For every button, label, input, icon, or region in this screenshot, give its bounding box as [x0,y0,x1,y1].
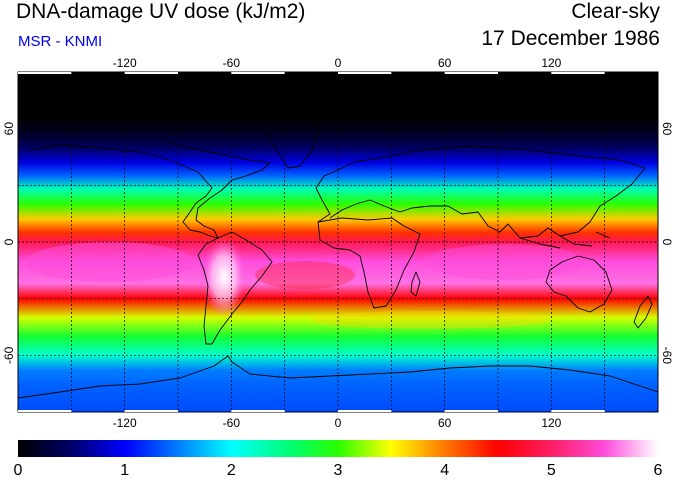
frame-tick-top [124,72,178,74]
frame-tick-bottom [444,410,498,412]
colorbar-tick-label: 5 [547,462,556,479]
colorbar-tick-label: 0 [14,462,23,479]
south-yellow-band-variation [310,311,550,329]
sky-condition-label: Clear-sky [571,0,660,23]
lat-tick-label-right: -60 [660,347,674,365]
colorbar-tick-label: 6 [654,462,663,479]
frame-tick-bottom [18,410,72,412]
lat-tick-label-left: 60 [2,122,16,136]
colorbar-tick-label: 4 [440,462,449,479]
date-label: 17 December 1986 [481,27,660,50]
colorbar: 0 1 2 3 4 5 6 [14,440,663,479]
lon-tick-label-bottom: 120 [541,416,561,430]
frame-ticks [18,72,605,412]
colorbar-gradient [18,440,658,457]
map-title: DNA-damage UV dose (kJ/m2) [16,0,306,23]
lat-lon-gridlines [18,72,658,412]
data-source-label: MSR - KNMI [18,33,103,50]
lat-tick-label-left: 0 [2,238,16,245]
new-zealand-coast [633,295,653,329]
lon-tick-label-bottom: 60 [438,416,452,430]
frame-tick-top [551,72,605,74]
lon-tick-label-top: -60 [223,56,241,70]
south-america-coast [197,231,273,345]
frame-tick-bottom [551,410,605,412]
lon-tick-label-bottom: 0 [335,416,342,430]
frame-tick-top [231,72,285,74]
frame-tick-bottom [124,410,178,412]
frame-tick-top [444,72,498,74]
lon-tick-label-top: -120 [113,56,137,70]
madagascar-coast [410,271,421,297]
frame-tick-bottom [338,410,392,412]
colorbar-tick-label: 3 [334,462,343,479]
colorbar-tick-label: 1 [120,462,129,479]
lat-tick-label-right: 0 [660,239,674,246]
lon-tick-label-bottom: -60 [223,416,241,430]
lat-tick-label-left: -60 [2,346,16,364]
andes-high-dose-spot [202,237,246,317]
indonesia-coast [519,231,611,249]
colorbar-tick-labels: 0 1 2 3 4 5 6 [14,462,663,479]
greenland-coast [267,114,319,169]
lon-tick-label-bottom: -120 [113,416,137,430]
frame-tick-bottom [231,410,285,412]
lat-tick-label-right: 60 [660,122,674,136]
colorbar-tick-label: 2 [227,462,236,479]
lon-tick-label-top: 120 [541,56,561,70]
south-pacific-pink-region [25,242,195,282]
lon-tick-label-top: 0 [335,56,342,70]
antarctica-coast [18,355,658,399]
indian-ocean-pink-region [425,244,585,280]
axis-tick-labels: -120 -120 -60 -60 0 0 60 60 120 120 60 60 0 0 -60 -60 [2,56,674,430]
frame-tick-top [338,72,392,74]
south-atlantic-red-region [255,261,355,289]
lon-tick-label-top: 60 [438,56,452,70]
world-map: -120 -120 -60 -60 0 0 60 60 120 120 60 60 0 0 -60 -60 [2,56,674,430]
europe-asia-coast [315,145,646,239]
frame-tick-top [18,72,72,74]
australia-coast [545,255,613,313]
